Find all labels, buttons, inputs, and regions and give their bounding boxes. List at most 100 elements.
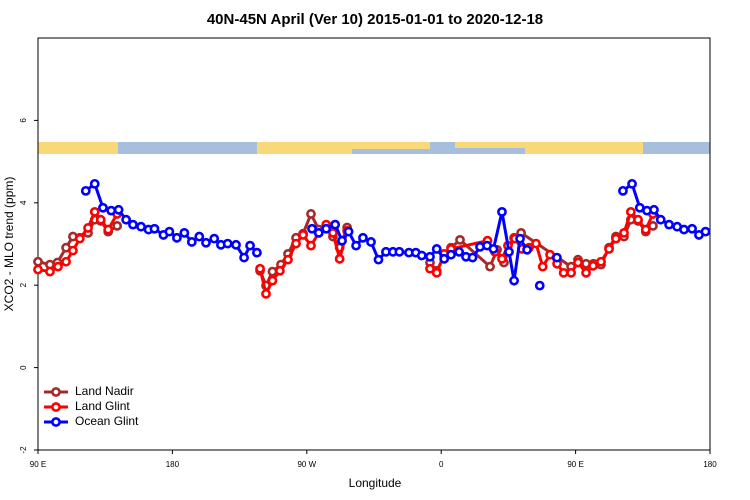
plot-frame <box>37 37 711 451</box>
point <box>328 227 338 238</box>
chart-title: 40N-45N April (Ver 10) 2015-01-01 to 202… <box>207 11 543 28</box>
point <box>648 220 658 231</box>
legend-label: Ocean Glint <box>75 414 139 428</box>
point <box>149 223 160 234</box>
point <box>106 205 117 216</box>
point <box>95 214 106 225</box>
point <box>655 214 666 225</box>
point <box>366 237 376 247</box>
point <box>45 266 55 277</box>
point <box>136 221 146 232</box>
point <box>68 245 78 256</box>
x-tick-label: 180 <box>166 460 180 469</box>
point <box>171 232 182 243</box>
point <box>497 206 507 217</box>
point <box>113 204 124 215</box>
point <box>664 219 674 230</box>
point <box>222 238 233 249</box>
point <box>83 223 93 233</box>
legend-label: Land Nadir <box>75 384 134 398</box>
land-band <box>38 142 118 154</box>
x-tick-label: 90 E <box>30 460 46 469</box>
point <box>649 204 659 215</box>
point <box>416 250 427 261</box>
point <box>343 226 354 237</box>
point <box>103 224 114 235</box>
point <box>267 266 278 277</box>
point <box>291 238 301 249</box>
point <box>89 178 100 189</box>
point <box>89 206 100 217</box>
point <box>252 247 262 258</box>
point <box>186 237 197 247</box>
point <box>633 214 643 225</box>
point <box>239 252 249 263</box>
point <box>618 185 628 196</box>
point <box>245 240 255 251</box>
point <box>307 223 317 234</box>
point <box>267 275 278 286</box>
point <box>611 233 621 244</box>
legend-label: Land Glint <box>75 399 130 413</box>
point <box>497 253 507 264</box>
point <box>627 178 637 189</box>
point <box>128 219 138 230</box>
point <box>337 235 347 246</box>
point <box>581 267 591 278</box>
point <box>625 206 636 217</box>
point <box>531 238 541 249</box>
point <box>534 280 545 291</box>
point <box>446 249 456 260</box>
point <box>455 234 465 245</box>
point <box>425 263 435 274</box>
land-band <box>525 142 643 154</box>
point <box>537 261 548 272</box>
point <box>321 223 332 234</box>
land-band <box>352 142 430 149</box>
point <box>358 232 368 243</box>
point <box>596 256 606 267</box>
point <box>485 261 495 272</box>
point <box>306 240 316 251</box>
legend-marker <box>51 417 61 427</box>
point <box>488 244 499 254</box>
point <box>334 253 345 264</box>
point <box>573 257 583 268</box>
point <box>201 237 211 248</box>
y-tick-label: -2 <box>19 446 28 454</box>
x-tick-label: 0 <box>439 460 444 469</box>
point <box>80 185 91 196</box>
point <box>53 261 63 272</box>
point <box>509 275 519 286</box>
point <box>588 260 598 271</box>
point <box>504 246 514 257</box>
point <box>306 209 316 219</box>
point <box>679 224 689 235</box>
point <box>515 233 525 244</box>
point <box>255 263 265 274</box>
land-band <box>455 142 525 148</box>
y-tick-label: 6 <box>19 118 28 123</box>
point <box>112 220 123 231</box>
point <box>373 254 384 265</box>
point <box>275 265 285 276</box>
point <box>439 253 450 264</box>
point <box>566 267 577 278</box>
point <box>394 246 405 257</box>
point <box>522 244 532 255</box>
point <box>454 246 465 257</box>
land-band <box>257 142 352 154</box>
land-ocean-strip <box>38 142 710 154</box>
point <box>313 227 324 238</box>
point <box>467 252 478 263</box>
point <box>619 227 629 238</box>
point <box>209 233 220 244</box>
point <box>298 230 308 240</box>
point <box>283 254 293 265</box>
y-axis-label: XCO2 - MLO trend (ppm) <box>2 177 16 312</box>
legend-marker <box>51 402 61 412</box>
point <box>164 226 175 237</box>
y-tick-label: 2 <box>19 282 28 287</box>
point <box>121 214 132 225</box>
